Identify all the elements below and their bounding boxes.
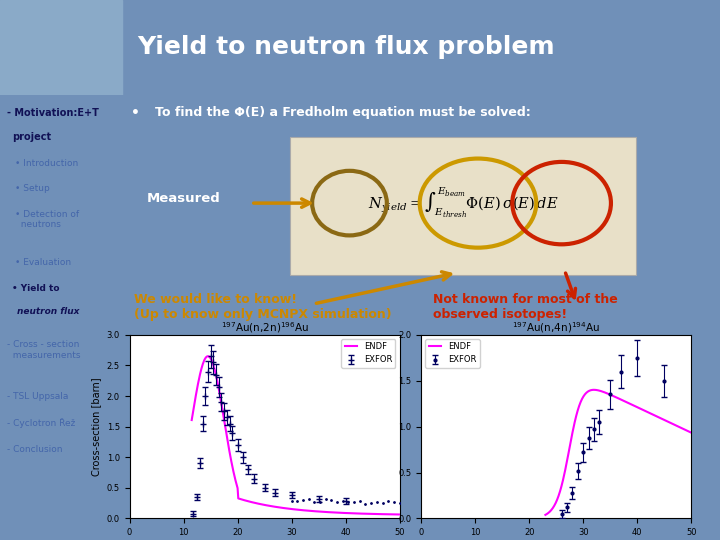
Text: project: project xyxy=(12,132,51,143)
Text: •: • xyxy=(131,106,140,120)
Text: Yield to neutron flux problem: Yield to neutron flux problem xyxy=(137,35,554,59)
ENDF xyxy=(680,426,689,433)
ENDF xyxy=(550,503,559,509)
ENDF xyxy=(675,424,684,430)
ENDF xyxy=(312,508,320,515)
Title: $^{197}$Au(n,2n)$^{196}$Au: $^{197}$Au(n,2n)$^{196}$Au xyxy=(220,320,309,335)
Title: $^{197}$Au(n,4n)$^{194}$Au: $^{197}$Au(n,4n)$^{194}$Au xyxy=(512,320,600,335)
Y-axis label: Cross-section [barn]: Cross-section [barn] xyxy=(91,377,101,476)
Text: - Conclusion: - Conclusion xyxy=(7,445,63,454)
ENDF xyxy=(541,511,550,518)
Line: ENDF: ENDF xyxy=(546,390,691,515)
Legend: ENDF, EXFOR: ENDF, EXFOR xyxy=(341,339,395,368)
Text: We would like to know!
(Up to know only MCNPX simulation): We would like to know! (Up to know only … xyxy=(135,293,392,321)
ENDF xyxy=(311,508,320,515)
ENDF xyxy=(395,511,404,518)
Text: $N_{yield} = \int_{E_{thresh}}^{E_{beam}} \Phi(E)\,\sigma(E)\,dE$: $N_{yield} = \int_{E_{thresh}}^{E_{beam}… xyxy=(368,186,558,220)
Bar xyxy=(0,0,122,94)
Text: • Introduction: • Introduction xyxy=(14,159,78,168)
ENDF xyxy=(547,507,556,514)
ENDF xyxy=(203,353,212,360)
Text: neutron flux: neutron flux xyxy=(17,307,79,316)
ENDF xyxy=(590,387,598,393)
ENDF xyxy=(580,392,588,399)
FancyBboxPatch shape xyxy=(289,137,636,275)
Text: - TSL Uppsala: - TSL Uppsala xyxy=(7,392,68,401)
ENDF xyxy=(377,511,385,517)
Text: • Yield to: • Yield to xyxy=(12,284,60,293)
Text: • Evaluation: • Evaluation xyxy=(14,259,71,267)
ENDF xyxy=(187,417,196,423)
Line: ENDF: ENDF xyxy=(192,356,400,515)
Text: • Setup: • Setup xyxy=(14,185,50,193)
Text: Measured: Measured xyxy=(146,192,220,205)
Text: To find the Φ(E) a Fredholm equation must be solved:: To find the Φ(E) a Fredholm equation mus… xyxy=(156,106,531,119)
ENDF xyxy=(364,510,372,517)
ENDF xyxy=(568,429,577,436)
Text: Not known for most of the
observed isotopes!: Not known for most of the observed isoto… xyxy=(433,293,618,321)
Text: • Detection of
  neutrons: • Detection of neutrons xyxy=(14,210,78,230)
Legend: ENDF, EXFOR: ENDF, EXFOR xyxy=(426,339,480,368)
ENDF xyxy=(188,413,197,419)
ENDF xyxy=(315,508,324,515)
Text: - Cyclotron Řež: - Cyclotron Řež xyxy=(7,418,76,428)
Text: - Cross - section
  measurements: - Cross - section measurements xyxy=(7,340,81,360)
ENDF xyxy=(687,429,696,436)
Text: - Motivation:E+T: - Motivation:E+T xyxy=(7,108,99,118)
